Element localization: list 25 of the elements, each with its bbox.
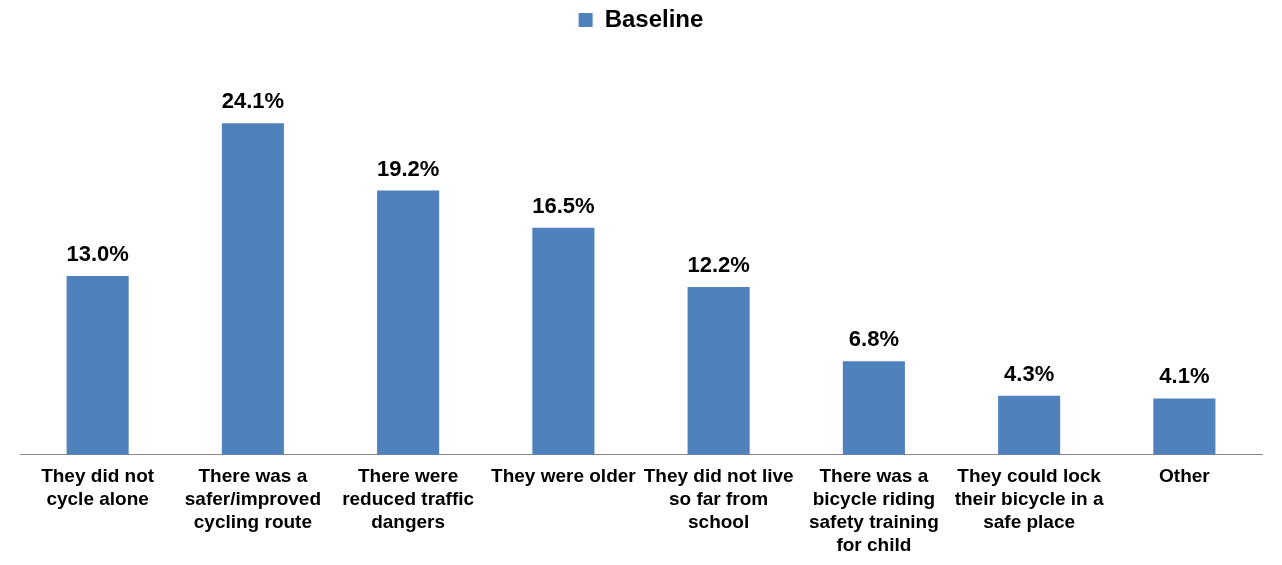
x-tick-label: There was a safer/improved cycling route (184, 465, 321, 533)
bar (842, 361, 905, 455)
bar (221, 123, 284, 455)
x-tick-label: They did not live so far from school (643, 465, 794, 533)
data-label: 6.8% (848, 326, 899, 352)
data-label: 16.5% (532, 192, 595, 218)
bar (66, 275, 129, 455)
bar (532, 227, 595, 455)
x-tick-label: Other (1159, 465, 1211, 487)
data-label: 4.1% (1159, 363, 1210, 389)
data-label: 19.2% (376, 155, 440, 181)
bar (998, 395, 1061, 455)
bar (377, 190, 440, 455)
bar (687, 286, 750, 455)
legend-label: Baseline (604, 4, 704, 32)
data-label: 13.0% (66, 240, 129, 266)
x-tick-label: They could lock their bicycle in a safe place (954, 465, 1104, 533)
data-label: 24.1% (221, 88, 285, 114)
x-tick-label: There were reduced traffic dangers (342, 465, 475, 533)
x-tick-label: They did not cycle alone (41, 465, 155, 510)
data-label: 4.3% (1004, 360, 1055, 386)
x-tick-label: There was a bicycle riding safety training for child (808, 465, 939, 555)
bar (1153, 398, 1216, 455)
x-tick-label: They were older (491, 465, 637, 487)
data-label: 12.2% (687, 251, 750, 277)
